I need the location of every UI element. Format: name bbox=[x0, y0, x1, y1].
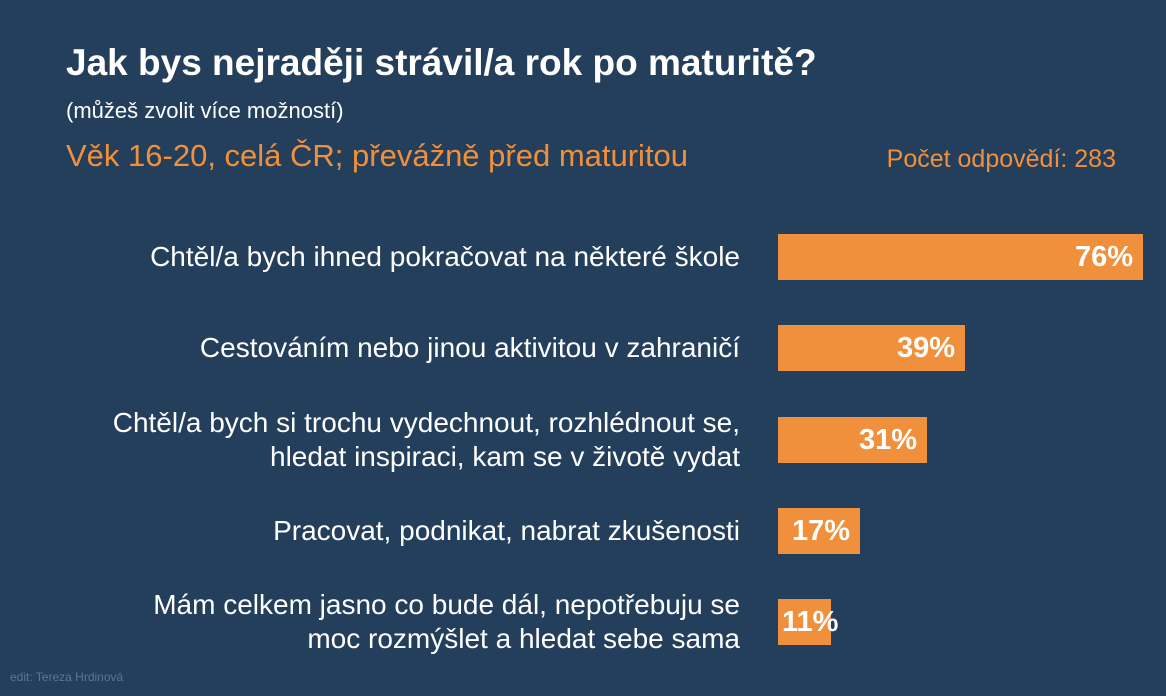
category-label-line: Chtěl/a bych si trochu vydechnout, rozhl… bbox=[112, 407, 740, 438]
editor-credit: edit: Tereza Hrdinová bbox=[10, 670, 124, 684]
bar bbox=[778, 325, 965, 371]
value-label: 31% bbox=[859, 424, 918, 456]
value-label: 39% bbox=[897, 332, 956, 364]
bar bbox=[778, 599, 831, 645]
multiple-choice-note: (můžeš zvolit více možností) bbox=[66, 98, 344, 123]
category-label-line: hledat inspiraci, kam se v životě vydat bbox=[270, 441, 740, 472]
category-label-line: moc rozmýšlet a hledat sebe sama bbox=[307, 623, 740, 654]
category-label: Mám celkem jasno co bude dál, nepotřebuj… bbox=[0, 588, 740, 656]
category-label-line: Mám celkem jasno co bude dál, nepotřebuj… bbox=[153, 589, 740, 620]
category-label: Chtěl/a bych ihned pokračovat na některé… bbox=[0, 240, 740, 274]
category-label: Cestováním nebo jinou aktivitou v zahran… bbox=[0, 331, 740, 365]
value-label: 76% bbox=[1075, 241, 1134, 273]
bar bbox=[778, 508, 860, 554]
chart-subtitle: Věk 16-20, celá ČR; převážně před maturi… bbox=[66, 138, 689, 173]
value-label: 11% bbox=[782, 606, 839, 638]
bar bbox=[778, 234, 1143, 280]
value-label: 17% bbox=[792, 515, 851, 547]
response-count: Počet odpovědí: 283 bbox=[886, 145, 1116, 173]
category-label: Chtěl/a bych si trochu vydechnout, rozhl… bbox=[0, 406, 740, 474]
category-label-line: Cestováním nebo jinou aktivitou v zahran… bbox=[199, 332, 740, 363]
category-label-line: Pracovat, podnikat, nabrat zkušenosti bbox=[273, 515, 740, 546]
category-label-line: Chtěl/a bych ihned pokračovat na některé… bbox=[150, 241, 740, 272]
bar bbox=[778, 417, 927, 463]
category-label: Pracovat, podnikat, nabrat zkušenosti bbox=[0, 514, 740, 548]
chart-title: Jak bys nejraději strávil/a rok po matur… bbox=[66, 42, 817, 83]
